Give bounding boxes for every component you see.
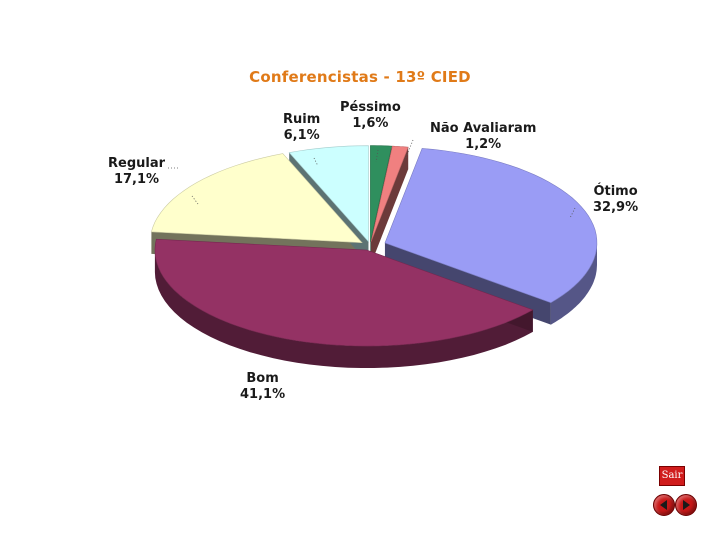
slice-side-bom [154, 250, 533, 368]
leader-line [404, 139, 414, 161]
forward-button[interactable] [675, 494, 697, 516]
leader-line [375, 149, 379, 163]
label-pessimo-name: Péssimo [340, 100, 401, 115]
slice-cut-n-o-avaliaram-1 [371, 147, 409, 264]
label-pessimo-value: 1,6% [352, 116, 389, 131]
back-button[interactable] [653, 494, 675, 516]
label-nao-avaliaram: Não Avaliaram 1,2% [430, 121, 536, 153]
slice-ruim [288, 145, 369, 243]
label-pessimo: Péssimo 1,6% [340, 100, 401, 132]
label-ruim-value: 6,1% [283, 128, 320, 143]
label-otimo: Ótimo 32,9% [593, 184, 638, 216]
label-bom: Bom 41,1% [240, 371, 285, 403]
label-regular-name: Regular [108, 156, 166, 171]
slice--timo [384, 148, 598, 304]
label-regular-value: 17,1% [113, 172, 160, 187]
slice-p-ssimo [370, 145, 393, 242]
slice-side--timo [550, 242, 597, 325]
label-nao-avaliaram-value: 1,2% [465, 137, 502, 152]
label-regular: Regular 17,1% [108, 156, 165, 188]
slice-n-o-avaliaram [370, 145, 409, 242]
label-nao-avaliaram-name: Não Avaliaram [430, 121, 537, 136]
label-bom-value: 41,1% [240, 387, 286, 402]
label-bom-name: Bom [246, 371, 279, 386]
label-ruim-name: Ruim [283, 112, 321, 127]
pie-tops [150, 145, 598, 347]
label-ruim: Ruim 6,1% [283, 112, 320, 144]
leader-line [569, 207, 576, 219]
slice-bom [154, 238, 534, 347]
arrow-left-icon [660, 500, 667, 510]
label-otimo-value: 32,9% [593, 200, 639, 215]
chart-title: Conferencistas - 13º CIED [249, 68, 471, 86]
arrow-right-icon [683, 500, 690, 510]
slice-regular [150, 153, 363, 244]
exit-button[interactable]: Sair [659, 466, 685, 486]
label-otimo-name: Ótimo [593, 184, 638, 199]
